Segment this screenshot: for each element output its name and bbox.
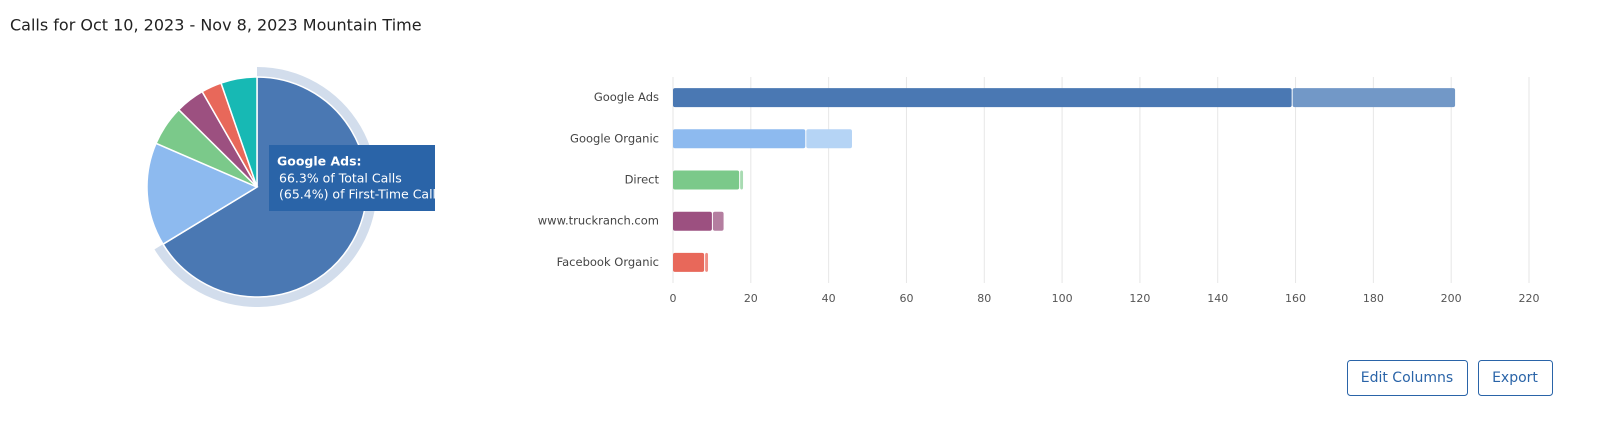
- x-tick-label: 0: [670, 292, 677, 305]
- x-tick-label: 220: [1519, 292, 1540, 305]
- export-button[interactable]: Export: [1478, 360, 1553, 396]
- bar-segment: [673, 88, 1292, 108]
- tooltip-title: Google Ads:: [277, 154, 362, 169]
- x-tick-label: 80: [977, 292, 991, 305]
- y-tick-label: Google Organic: [570, 131, 659, 145]
- y-tick-label: Direct: [625, 173, 660, 187]
- tooltip-line: 66.3% of Total Calls: [279, 171, 402, 186]
- tooltip-line: (65.4%) of First-Time Calls: [279, 187, 443, 202]
- x-tick-label: 120: [1129, 292, 1150, 305]
- tooltip-box: [269, 145, 435, 211]
- bar-segment: [673, 252, 705, 272]
- x-tick-label: 200: [1441, 292, 1462, 305]
- y-tick-label: Facebook Organic: [557, 255, 659, 269]
- bar-segment: [673, 211, 712, 231]
- button-frame: [1478, 360, 1553, 396]
- bar-segment: [712, 211, 724, 231]
- y-tick-label: www.truckranch.com: [538, 214, 659, 228]
- page-title: Calls for Oct 10, 2023 - Nov 8, 2023 Mou…: [10, 16, 422, 35]
- x-tick-label: 20: [744, 292, 758, 305]
- bar-segment: [673, 170, 740, 190]
- pie-slice: [146, 142, 259, 246]
- bar-segment: [740, 170, 744, 190]
- pie-slice: [220, 76, 258, 188]
- x-tick-label: 100: [1052, 292, 1073, 305]
- bar-segment: [673, 129, 806, 149]
- bar-segment: [806, 129, 852, 149]
- x-tick-label: 60: [899, 292, 913, 305]
- edit-columns-button[interactable]: Edit Columns: [1347, 360, 1468, 396]
- bar-segment: [705, 252, 709, 272]
- x-tick-label: 180: [1363, 292, 1384, 305]
- x-tick-label: 160: [1285, 292, 1306, 305]
- y-tick-label: Google Ads: [594, 90, 659, 104]
- pie-slice: [161, 76, 368, 298]
- button-label: Edit Columns: [1361, 370, 1453, 386]
- bar-segment: [1292, 88, 1456, 108]
- x-tick-label: 40: [822, 292, 836, 305]
- button-label: Export: [1492, 370, 1538, 386]
- button-frame: [1347, 360, 1468, 396]
- tooltip: Google Ads: 66.3% of Total Calls(65.4%) o…: [269, 145, 443, 211]
- x-tick-label: 140: [1207, 292, 1228, 305]
